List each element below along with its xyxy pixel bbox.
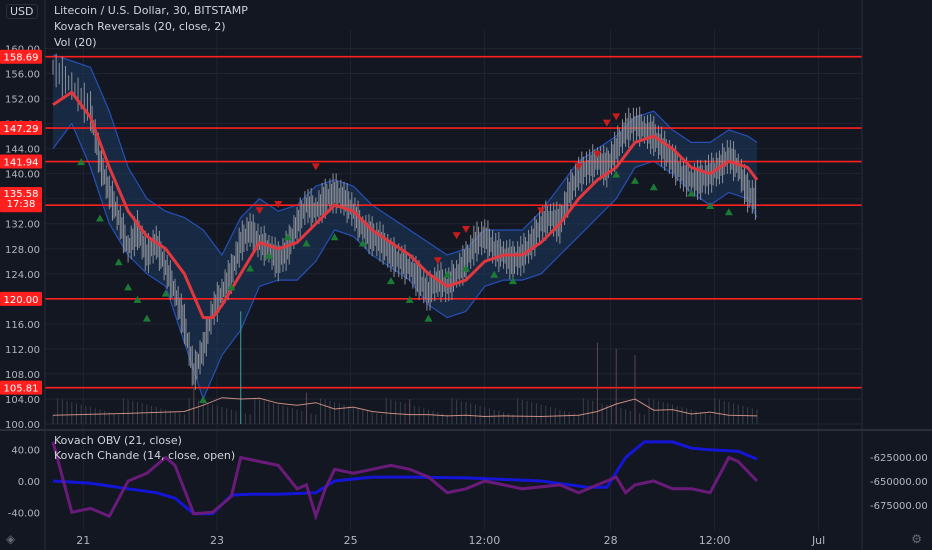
- buy-marker: [612, 170, 621, 178]
- last-price-bg: [0, 186, 42, 209]
- chande-line: [51, 441, 759, 522]
- x-tick-label: Jul: [811, 534, 825, 547]
- buy-marker: [330, 233, 339, 241]
- indicator-legend-reversals[interactable]: Kovach Reversals (20, close, 2): [54, 20, 226, 33]
- x-tick-label: 12:00: [699, 534, 731, 547]
- sell-marker: [311, 163, 320, 171]
- buy-marker: [508, 277, 517, 285]
- sell-marker: [274, 200, 283, 208]
- bollinger-band: [52, 54, 758, 401]
- y-tick-label: 100.00: [5, 420, 40, 431]
- y-tick-label: 116.00: [5, 320, 40, 331]
- buy-marker: [649, 183, 658, 191]
- osc-right-tick: -650000.00: [870, 477, 928, 488]
- sell-marker: [255, 207, 264, 215]
- level-label-bg: [0, 380, 42, 395]
- buy-marker: [424, 314, 433, 322]
- y-tick-label: 156.00: [5, 70, 40, 81]
- buy-marker: [114, 258, 123, 266]
- buy-marker: [405, 295, 414, 303]
- osc-left-tick: 40.00: [11, 446, 40, 457]
- basis-line-layer: [52, 90, 759, 320]
- buy-marker: [724, 208, 733, 216]
- osc-left-tick: -40.00: [8, 508, 40, 519]
- sell-marker: [612, 113, 621, 121]
- osc-right-tick: -675000.00: [870, 501, 928, 512]
- level-label: 141.94: [4, 158, 39, 169]
- currency-button[interactable]: USD: [6, 4, 38, 19]
- y-tick-label: 128.00: [5, 245, 40, 256]
- indicator-legend-chande[interactable]: Kovach Chande (14, close, open): [54, 449, 236, 462]
- buy-marker: [199, 395, 208, 403]
- y-tick-label: 132.00: [5, 220, 40, 231]
- buy-marker: [358, 239, 367, 247]
- level-label: 105.81: [4, 384, 39, 395]
- indicator-legend-volume[interactable]: Vol (20): [54, 36, 97, 49]
- reversal-markers: [77, 113, 733, 403]
- buy-marker: [77, 158, 86, 166]
- sell-marker: [574, 163, 583, 171]
- indicator-legend-obv[interactable]: Kovach OBV (21, close): [54, 434, 182, 447]
- y-tick-label: 112.00: [5, 345, 40, 356]
- level-label: 120.00: [4, 295, 39, 306]
- sell-marker: [462, 226, 471, 233]
- sell-marker: [602, 119, 611, 127]
- oscillator-pane: [51, 440, 759, 522]
- buy-marker: [386, 277, 395, 285]
- buy-marker: [142, 314, 151, 322]
- countdown-label: 17:38: [7, 199, 36, 210]
- level-label-bg: [0, 49, 42, 64]
- settings-icon[interactable]: ⚙: [911, 532, 922, 546]
- x-tick-label: 21: [76, 534, 90, 547]
- scroll-icon[interactable]: ◈: [6, 532, 16, 546]
- x-tick-label: 25: [344, 534, 358, 547]
- buy-marker: [630, 176, 639, 184]
- y-tick-label: 144.00: [5, 145, 40, 156]
- x-tick-label: 28: [604, 534, 618, 547]
- buy-marker: [227, 283, 236, 291]
- basis-line: [52, 90, 759, 320]
- buy-marker: [302, 239, 311, 247]
- buy-marker: [283, 233, 292, 241]
- buy-marker: [706, 201, 715, 209]
- y-tick-label: 152.00: [5, 95, 40, 106]
- buy-marker: [443, 270, 452, 278]
- level-label: 158.69: [4, 53, 39, 64]
- sell-marker: [452, 232, 461, 240]
- buy-marker: [264, 252, 273, 260]
- obv-line: [52, 440, 758, 516]
- axis-labels: 100.00 104.00 108.00 112.00 116.00 120.00 124.…: [0, 45, 928, 547]
- buy-marker: [133, 295, 142, 303]
- symbol-title: Litecoin / U.S. Dollar, 30, BITSTAMP: [54, 4, 248, 17]
- buy-marker: [161, 289, 170, 297]
- sell-marker: [433, 257, 442, 265]
- level-label-bg: [0, 154, 42, 169]
- sell-marker: [593, 150, 602, 158]
- buy-marker: [462, 264, 471, 272]
- level-label: 147.29: [4, 124, 39, 135]
- last-price-label: 135.58: [4, 189, 39, 200]
- band-upper-line: [52, 54, 758, 257]
- x-tick-label: 23: [210, 534, 224, 547]
- osc-left-tick: 0.00: [18, 477, 40, 488]
- buy-marker: [95, 214, 104, 222]
- buy-marker: [490, 270, 499, 278]
- level-label-bg: [0, 121, 42, 136]
- volume-ma-line: [52, 397, 758, 418]
- osc-right-tick: -625000.00: [870, 453, 928, 464]
- buy-marker: [687, 189, 696, 197]
- y-tick-label: 104.00: [5, 395, 40, 406]
- y-tick-label: 108.00: [5, 370, 40, 381]
- volume-layer: [52, 311, 758, 424]
- buy-marker: [246, 264, 255, 272]
- y-tick-label: 124.00: [5, 270, 40, 281]
- x-tick-label: 12:00: [469, 534, 501, 547]
- y-tick-label: 140.00: [5, 170, 40, 181]
- sell-marker: [537, 207, 546, 215]
- level-label-bg: [0, 291, 42, 306]
- buy-marker: [124, 283, 133, 291]
